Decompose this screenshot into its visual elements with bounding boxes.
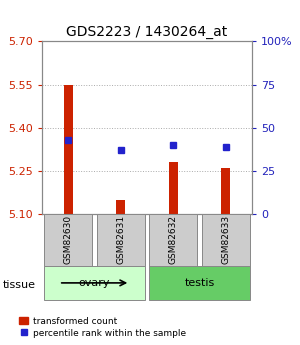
Bar [149, 214, 197, 266]
Text: ovary: ovary [79, 278, 110, 288]
Bar [44, 266, 145, 300]
Bar [221, 168, 230, 214]
Bar [44, 214, 92, 266]
Text: GSM82633: GSM82633 [221, 215, 230, 264]
Bar [202, 214, 250, 266]
Bar [149, 266, 250, 300]
Bar [97, 214, 145, 266]
Text: testis: testis [184, 278, 214, 288]
Title: GDS2223 / 1430264_at: GDS2223 / 1430264_at [66, 25, 228, 39]
Bar [169, 162, 178, 214]
Bar [116, 199, 125, 214]
Bar [64, 85, 73, 214]
Text: tissue: tissue [3, 280, 36, 289]
Text: GSM82631: GSM82631 [116, 215, 125, 264]
Legend: transformed count, percentile rank within the sample: transformed count, percentile rank withi… [16, 314, 189, 341]
Text: GSM82630: GSM82630 [64, 215, 73, 264]
Text: GSM82632: GSM82632 [169, 215, 178, 264]
